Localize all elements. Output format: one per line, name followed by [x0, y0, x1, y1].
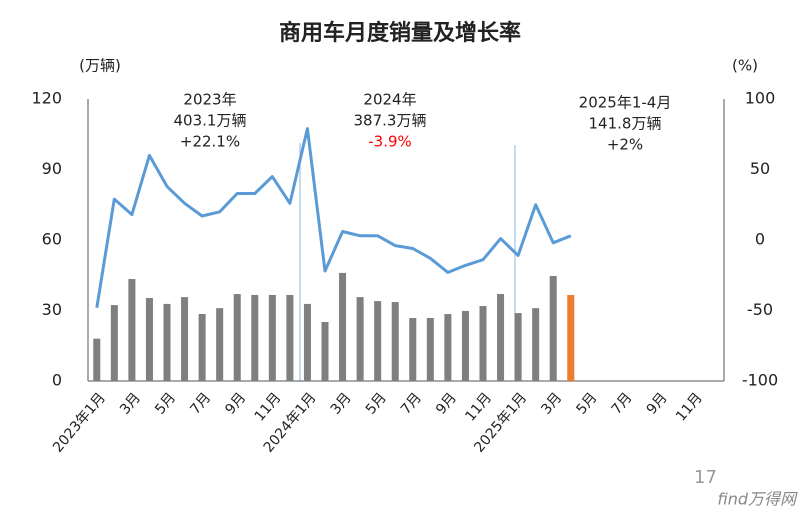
- bar: [567, 294, 575, 381]
- bar: [409, 318, 417, 381]
- bar: [181, 297, 189, 381]
- bar: [268, 294, 276, 381]
- bar: [128, 279, 136, 381]
- bar: [216, 308, 224, 381]
- bar: [514, 313, 522, 381]
- y2-tick-label: -100: [742, 371, 778, 390]
- bar: [339, 272, 347, 381]
- bar: [532, 308, 540, 381]
- bar: [479, 306, 487, 381]
- annotation: 2023年: [183, 91, 236, 109]
- annotation: -3.9%: [368, 133, 412, 151]
- bar: [426, 318, 434, 381]
- bar: [198, 314, 206, 381]
- annotation: 403.1万辆: [174, 112, 247, 130]
- annotation: +2%: [607, 136, 643, 154]
- y-tick-label: 60: [42, 230, 62, 249]
- bar: [461, 310, 469, 381]
- bar: [444, 314, 452, 381]
- bar: [233, 294, 241, 381]
- page-number: 17: [694, 467, 717, 488]
- annotation: 387.3万辆: [354, 112, 427, 130]
- y2-tick-label: 50: [750, 159, 770, 178]
- bar: [93, 338, 101, 381]
- annotation: 2025年1-4月: [579, 94, 672, 112]
- y2-tick-label: 0: [755, 230, 765, 249]
- bar: [286, 294, 294, 381]
- bar: [303, 303, 311, 381]
- y2-tick-label: 100: [745, 89, 776, 108]
- y-tick-label: 0: [52, 371, 62, 390]
- y2-axis-label: (%): [732, 57, 758, 75]
- bar: [321, 322, 329, 381]
- y2-tick-label: -50: [747, 300, 773, 319]
- annotation: 141.8万辆: [589, 115, 662, 133]
- bar: [374, 301, 382, 381]
- bar: [145, 298, 153, 381]
- y-tick-label: 30: [42, 300, 62, 319]
- bar: [497, 294, 505, 381]
- bar: [356, 297, 364, 381]
- y-tick-label: 120: [31, 89, 62, 108]
- bar: [163, 303, 171, 381]
- y-axis-label: (万辆): [79, 57, 121, 75]
- bar: [110, 305, 118, 381]
- line: [95, 127, 572, 308]
- annotation: 2024年: [363, 91, 416, 109]
- y-tick-label: 90: [42, 159, 62, 178]
- annotation: +22.1%: [180, 133, 240, 151]
- logo: find万得网: [717, 490, 798, 509]
- bar: [549, 275, 557, 381]
- bar: [391, 302, 399, 381]
- chart-title: 商用车月度销量及增长率: [279, 20, 521, 46]
- bar: [251, 294, 259, 381]
